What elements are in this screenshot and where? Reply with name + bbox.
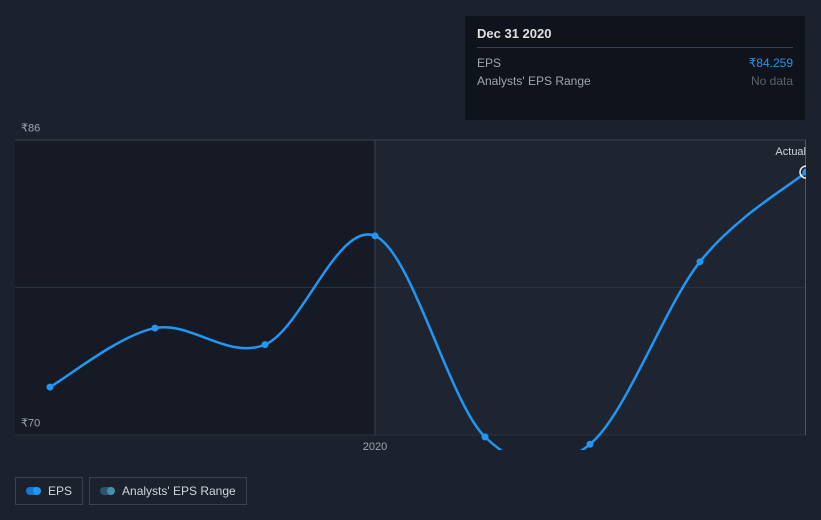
actual-label: Actual — [775, 146, 806, 158]
legend: EPS Analysts' EPS Range — [15, 477, 247, 505]
eps-chart[interactable]: ₹86 ₹70 2020 Actual — [15, 120, 806, 450]
legend-item-range[interactable]: Analysts' EPS Range — [89, 477, 247, 505]
tooltip-value: ₹84.259 — [749, 56, 793, 70]
y-axis-label: ₹70 — [21, 417, 40, 430]
tooltip-date: Dec 31 2020 — [477, 26, 793, 48]
chart-container: Dec 31 2020 EPS ₹84.259 Analysts' EPS Ra… — [0, 0, 821, 520]
legend-label: EPS — [48, 484, 72, 498]
tooltip-value: No data — [751, 74, 793, 88]
legend-swatch-range — [100, 487, 114, 495]
chart-tooltip: Dec 31 2020 EPS ₹84.259 Analysts' EPS Ra… — [465, 16, 805, 120]
tooltip-label: Analysts' EPS Range — [477, 74, 591, 88]
y-axis-label: ₹86 — [21, 122, 40, 135]
legend-swatch-eps — [26, 487, 40, 495]
x-axis-label: 2020 — [363, 441, 387, 453]
tooltip-row-range: Analysts' EPS Range No data — [477, 72, 793, 90]
legend-item-eps[interactable]: EPS — [15, 477, 83, 505]
legend-label: Analysts' EPS Range — [122, 484, 236, 498]
tooltip-row-eps: EPS ₹84.259 — [477, 54, 793, 72]
chart-svg — [15, 120, 806, 450]
tooltip-label: EPS — [477, 56, 501, 70]
